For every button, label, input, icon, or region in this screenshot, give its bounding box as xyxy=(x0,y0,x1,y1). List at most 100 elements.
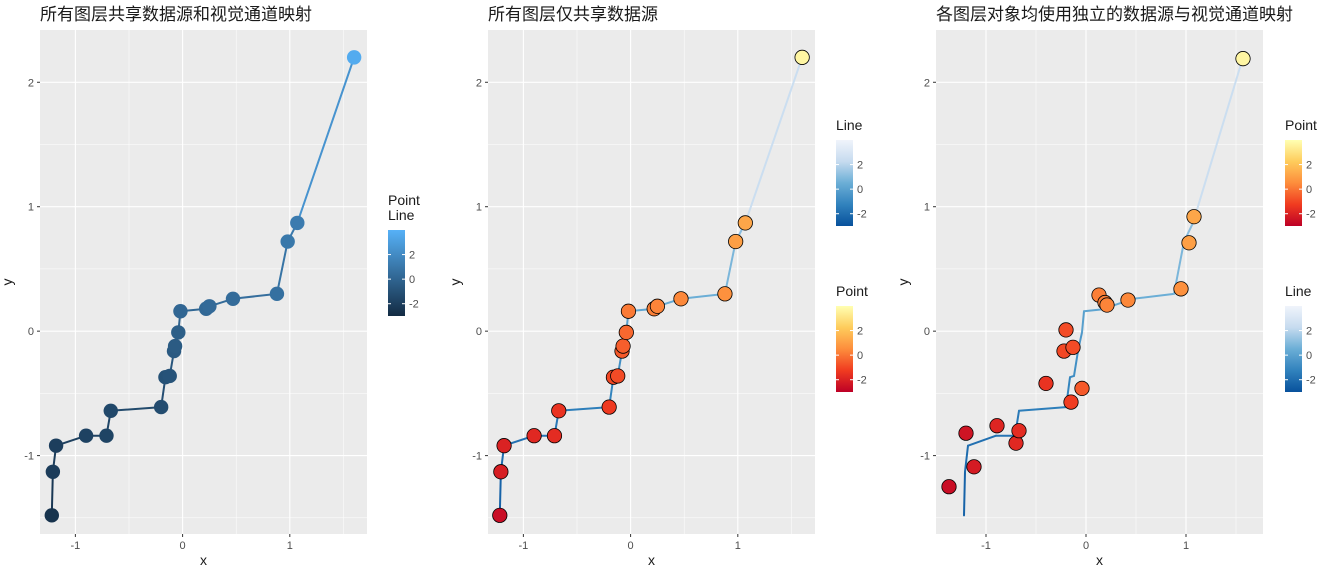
data-point xyxy=(346,50,362,65)
y-tick-label: 0 xyxy=(924,326,930,338)
data-point xyxy=(601,399,617,415)
data-point xyxy=(202,299,217,314)
legend-point: Point 2 0 -2 xyxy=(1285,117,1317,226)
data-point xyxy=(225,291,241,306)
line-segment xyxy=(967,434,997,447)
data-point xyxy=(280,234,295,249)
legend-title: Line xyxy=(836,117,863,133)
y-tick-label: 0 xyxy=(476,326,482,338)
y-tick-label: 1 xyxy=(476,202,482,214)
legend-tick-label: 0 xyxy=(857,184,863,196)
line-segment xyxy=(1018,406,1067,412)
panel-3: 各图层对象均使用独立的数据源与视觉通道映射 -1 0 1 -1 0 1 2 x y Point 2 0 -… xyxy=(895,4,1317,568)
legend-tick-label: 2 xyxy=(857,326,863,338)
line-segment xyxy=(50,470,54,517)
legend-colorbar xyxy=(1285,140,1302,226)
data-point xyxy=(1235,51,1251,67)
line-segment xyxy=(557,406,611,412)
y-tick-label: -1 xyxy=(920,451,930,463)
legend-tick-label: -2 xyxy=(1306,209,1316,221)
chart-title: 所有图层共享数据源和视觉通道映射 xyxy=(40,5,312,25)
data-point xyxy=(610,368,626,384)
legend-line: Line 2 0 -2 xyxy=(1285,283,1316,392)
data-point xyxy=(1065,339,1081,355)
x-tick-label: 0 xyxy=(1083,540,1089,552)
legend-tick-label: -2 xyxy=(857,209,867,221)
line-segment xyxy=(1192,56,1244,224)
data-point xyxy=(618,324,634,340)
data-point xyxy=(269,286,285,302)
legend-point: Point 2 0 -2 xyxy=(836,283,868,392)
data-point xyxy=(615,338,631,354)
data-point xyxy=(99,428,114,443)
plot-background xyxy=(936,30,1263,534)
data-point xyxy=(728,233,744,250)
data-point xyxy=(492,507,508,523)
x-tick-label: 0 xyxy=(180,540,186,552)
x-tick-label: 0 xyxy=(628,540,634,552)
data-point xyxy=(103,403,118,418)
data-point xyxy=(958,425,974,441)
x-tick-label: -1 xyxy=(981,540,991,552)
legend-title: Line xyxy=(1285,283,1312,299)
data-point xyxy=(167,338,183,354)
legend-tick-label: 2 xyxy=(409,250,415,262)
data-point xyxy=(1120,292,1136,308)
data-point xyxy=(162,368,177,384)
plot-background xyxy=(40,30,367,534)
data-point xyxy=(1173,281,1189,297)
data-point xyxy=(1074,380,1090,396)
x-tick-label: -1 xyxy=(518,540,528,552)
data-point xyxy=(493,464,509,480)
line-segment xyxy=(231,292,278,300)
legend-tick-label: -2 xyxy=(409,299,419,311)
y-axis-title: y xyxy=(0,279,15,286)
chart-title: 各图层对象均使用独立的数据源与视觉通道映射 xyxy=(936,4,1293,25)
legend-colorbar xyxy=(836,306,853,392)
y-tick-label: -1 xyxy=(472,451,482,463)
line-segment xyxy=(1073,350,1079,377)
legend-tick-label: 0 xyxy=(409,274,415,286)
legend-colorbar xyxy=(836,140,853,226)
line-segment xyxy=(296,56,356,224)
data-point xyxy=(526,428,542,444)
y-tick-label: 2 xyxy=(924,77,930,89)
legend-tick-label: 2 xyxy=(1306,326,1312,338)
legend-tick-label: 2 xyxy=(1306,160,1312,172)
x-tick-label: 1 xyxy=(1183,540,1189,552)
plot-background xyxy=(488,30,815,534)
x-axis-title: x xyxy=(1096,552,1103,568)
data-point xyxy=(551,403,567,419)
data-point xyxy=(1181,235,1197,251)
line-segment xyxy=(1132,292,1175,300)
x-tick-label: -1 xyxy=(70,540,80,552)
data-point xyxy=(1186,209,1202,225)
x-tick-label: 1 xyxy=(735,540,741,552)
x-tick-label: 1 xyxy=(287,540,293,552)
legend-tick-label: 0 xyxy=(857,350,863,362)
y-axis-title: y xyxy=(447,279,463,286)
legend-title: Point xyxy=(836,283,868,299)
y-tick-label: -1 xyxy=(24,451,34,463)
data-point xyxy=(173,304,188,319)
line-segment xyxy=(723,240,737,295)
data-point xyxy=(496,438,512,454)
x-axis-title: x xyxy=(648,552,655,568)
data-point xyxy=(1058,322,1074,338)
y-axis-title: y xyxy=(895,279,911,286)
legend-tick-label: -2 xyxy=(857,375,867,387)
data-point xyxy=(1008,435,1024,451)
data-point xyxy=(1011,423,1027,439)
data-point xyxy=(290,215,305,231)
data-point xyxy=(989,418,1005,434)
legend-colorbar xyxy=(388,230,405,316)
chart-title: 所有图层仅共享数据源 xyxy=(488,5,658,25)
line-segment xyxy=(275,240,289,295)
data-point xyxy=(45,464,61,479)
data-point xyxy=(737,215,753,231)
data-point xyxy=(620,303,637,319)
data-point xyxy=(941,479,957,495)
data-point xyxy=(171,325,186,340)
line-segment xyxy=(109,406,163,412)
